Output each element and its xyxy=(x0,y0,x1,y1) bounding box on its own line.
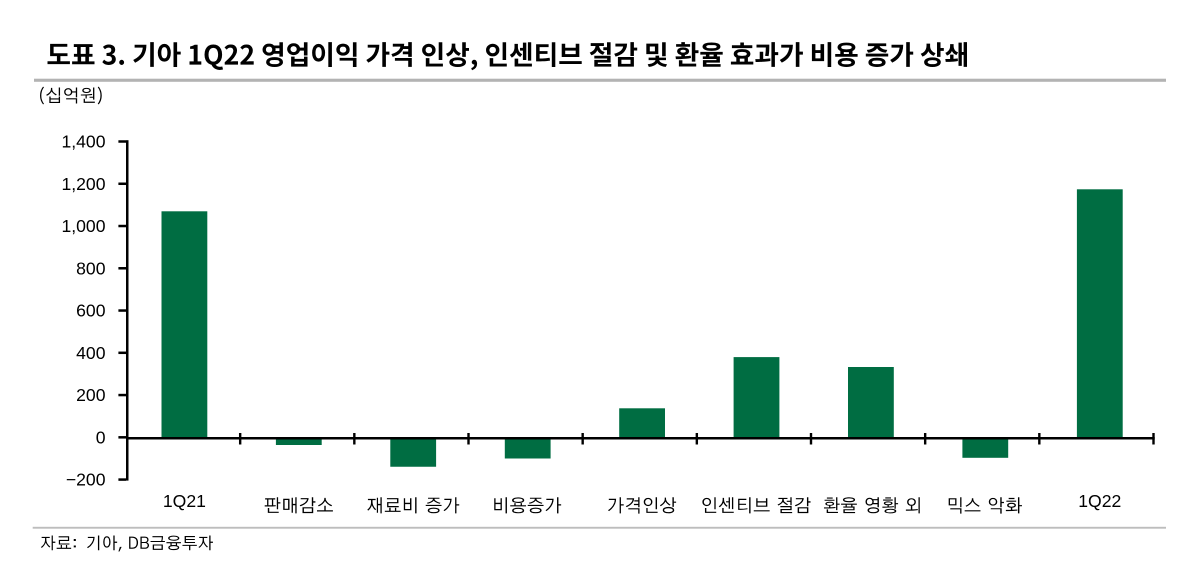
svg-text:1,000: 1,000 xyxy=(61,216,105,236)
svg-text:1,400: 1,400 xyxy=(61,132,105,152)
svg-text:1,200: 1,200 xyxy=(61,174,105,194)
svg-text:600: 600 xyxy=(76,301,106,321)
svg-text:1Q22: 1Q22 xyxy=(1078,491,1121,511)
svg-text:1Q21: 1Q21 xyxy=(163,491,206,511)
svg-text:400: 400 xyxy=(76,343,106,363)
svg-text:200: 200 xyxy=(76,385,106,405)
svg-text:800: 800 xyxy=(76,258,106,278)
svg-text:0: 0 xyxy=(96,427,106,447)
svg-text:−200: −200 xyxy=(66,470,106,490)
